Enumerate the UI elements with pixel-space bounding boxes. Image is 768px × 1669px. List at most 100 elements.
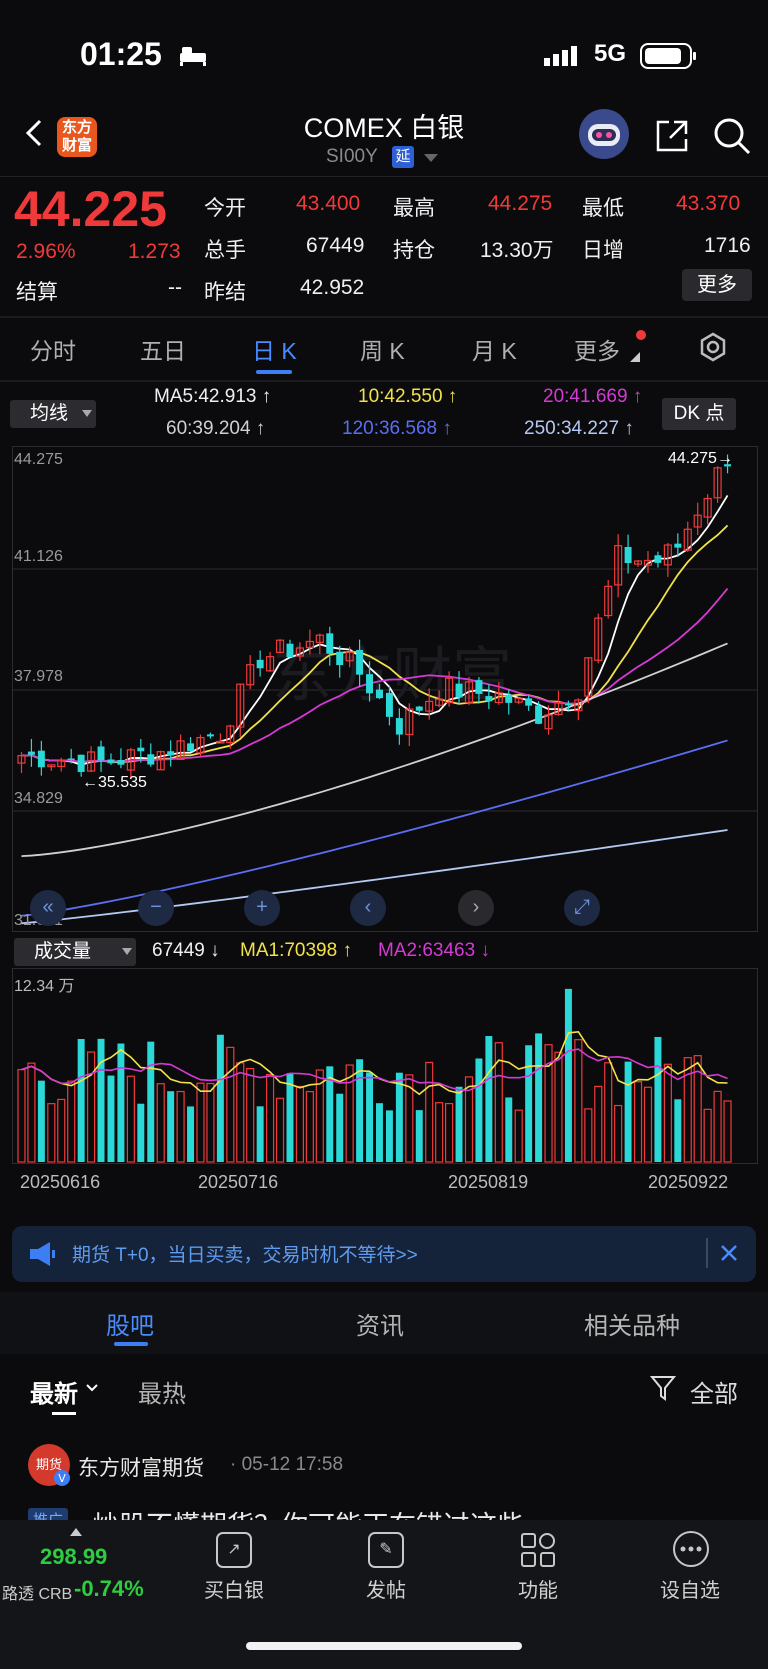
divider bbox=[0, 176, 768, 177]
volume-bar bbox=[405, 1074, 414, 1163]
svg-text:V: V bbox=[58, 1472, 66, 1485]
scroll-right-button[interactable]: › bbox=[458, 890, 494, 926]
candle bbox=[87, 751, 96, 772]
last-price: 44.225 bbox=[14, 181, 167, 237]
candle bbox=[535, 705, 543, 724]
more-dots-icon[interactable] bbox=[672, 1530, 710, 1568]
contract-code[interactable]: SI00Y bbox=[326, 146, 378, 167]
tab-related[interactable]: 相关品种 bbox=[584, 1313, 680, 1340]
robot-assistant-icon[interactable] bbox=[578, 108, 630, 160]
low-value: 43.370 bbox=[676, 192, 741, 215]
volume-indicator-selector[interactable]: 成交量 bbox=[14, 938, 136, 966]
index-name[interactable]: 路透 CRB bbox=[2, 1586, 73, 1603]
add-watchlist-button[interactable]: 设自选 bbox=[660, 1580, 720, 1602]
tab-forum[interactable]: 股吧 bbox=[106, 1313, 154, 1340]
chevron-down-icon[interactable] bbox=[86, 1384, 98, 1392]
open-value: 43.400 bbox=[296, 192, 361, 215]
filter-all[interactable]: 全部 bbox=[690, 1381, 738, 1408]
app-logo: 东方 财富 bbox=[57, 117, 97, 157]
daily-inc-value: 1716 bbox=[704, 234, 751, 257]
candle bbox=[167, 751, 175, 756]
promo-banner[interactable] bbox=[12, 1226, 756, 1282]
low-marker: ←35.535 bbox=[82, 774, 147, 791]
candle bbox=[435, 698, 444, 706]
volume-bar bbox=[445, 1102, 454, 1163]
banner-text[interactable]: 期货 T+0，当日买卖，交易时机不等待>> bbox=[72, 1245, 418, 1266]
candle bbox=[475, 680, 483, 694]
dropdown-caret-icon bbox=[82, 410, 92, 417]
filter-icon[interactable] bbox=[650, 1374, 676, 1402]
tab-more[interactable]: 更多 bbox=[574, 338, 620, 364]
divider bbox=[0, 380, 768, 382]
post-time: · 05-12 17:58 bbox=[230, 1454, 344, 1475]
volume-bar bbox=[167, 1091, 175, 1162]
volume-bar bbox=[713, 1090, 722, 1163]
tab-weekly-k[interactable]: 周 K bbox=[360, 338, 405, 364]
zoom-in-button[interactable]: + bbox=[244, 890, 280, 926]
back-arrow-icon[interactable] bbox=[20, 118, 50, 148]
tab-news[interactable]: 资讯 bbox=[356, 1313, 404, 1340]
high-label: 最高 bbox=[393, 197, 435, 220]
dk-points-button[interactable]: DK 点 bbox=[662, 398, 736, 430]
network-type: 5G bbox=[594, 40, 627, 67]
more-button[interactable]: 更多 bbox=[682, 269, 752, 301]
indicator-selector[interactable]: 均线 bbox=[10, 400, 96, 428]
search-icon[interactable] bbox=[712, 116, 752, 156]
volume-bar bbox=[87, 1051, 96, 1163]
post-author[interactable]: 东方财富期货 bbox=[78, 1457, 204, 1480]
functions-button[interactable]: 功能 bbox=[518, 1580, 558, 1602]
share-icon[interactable] bbox=[654, 118, 690, 154]
candle bbox=[554, 701, 563, 715]
filter-hot[interactable]: 最热 bbox=[138, 1381, 186, 1408]
high-value: 44.275 bbox=[488, 192, 553, 215]
dropdown-caret-icon[interactable] bbox=[424, 154, 438, 164]
index-value[interactable]: 298.99 bbox=[40, 1544, 108, 1569]
y-label-2: 41.126 bbox=[14, 548, 63, 565]
close-icon[interactable] bbox=[720, 1244, 738, 1262]
volume-y-label: 12.34 万 bbox=[14, 978, 75, 995]
scroll-left-button[interactable]: ‹ bbox=[350, 890, 386, 926]
scroll-left-fast-button[interactable]: « bbox=[30, 890, 66, 926]
kline-chart[interactable] bbox=[12, 446, 758, 932]
candle bbox=[633, 560, 643, 565]
filter-latest[interactable]: 最新 bbox=[30, 1381, 78, 1408]
candle bbox=[395, 718, 403, 735]
candle bbox=[643, 559, 653, 566]
date-label: 20250616 bbox=[20, 1172, 101, 1192]
chart-icon[interactable]: ↗ bbox=[216, 1532, 252, 1568]
volume-bar bbox=[525, 1045, 533, 1162]
volume-bar bbox=[514, 1109, 523, 1163]
candle bbox=[544, 714, 553, 730]
candle bbox=[425, 700, 434, 712]
settings-gear-icon[interactable] bbox=[698, 332, 728, 362]
candle bbox=[663, 544, 672, 566]
volume-bar bbox=[435, 1102, 444, 1163]
tab-daily-k[interactable]: 日 K bbox=[252, 338, 297, 364]
buy-silver-button[interactable]: 买白银 bbox=[204, 1580, 264, 1602]
volume-bar bbox=[196, 1082, 205, 1163]
candle bbox=[525, 698, 533, 706]
tab-intraday[interactable]: 分时 bbox=[30, 338, 76, 364]
post-button[interactable]: 发帖 bbox=[366, 1580, 406, 1602]
settle-label: 结算 bbox=[16, 281, 58, 304]
candle bbox=[187, 743, 195, 752]
index-change: -0.74% bbox=[74, 1576, 144, 1601]
volume-bar bbox=[57, 1098, 66, 1163]
tab-five-day[interactable]: 五日 bbox=[140, 338, 186, 364]
zoom-out-button[interactable]: − bbox=[138, 890, 174, 926]
candle bbox=[326, 633, 334, 654]
apps-icon[interactable] bbox=[520, 1532, 556, 1568]
volume-bar bbox=[564, 988, 572, 1162]
volume-bar bbox=[236, 1062, 245, 1163]
volume-bar bbox=[107, 1075, 115, 1162]
candle bbox=[107, 759, 115, 764]
date-label: 20250819 bbox=[448, 1172, 529, 1192]
avatar-text: 期货 bbox=[35, 1457, 62, 1472]
tab-monthly-k[interactable]: 月 K bbox=[472, 338, 517, 364]
fullscreen-button[interactable]: ⤢ bbox=[564, 890, 600, 926]
volume-chart[interactable] bbox=[12, 968, 758, 1164]
candle bbox=[505, 694, 513, 703]
edit-icon[interactable]: ✎ bbox=[368, 1532, 404, 1568]
candle bbox=[713, 467, 722, 499]
candle bbox=[176, 740, 185, 761]
